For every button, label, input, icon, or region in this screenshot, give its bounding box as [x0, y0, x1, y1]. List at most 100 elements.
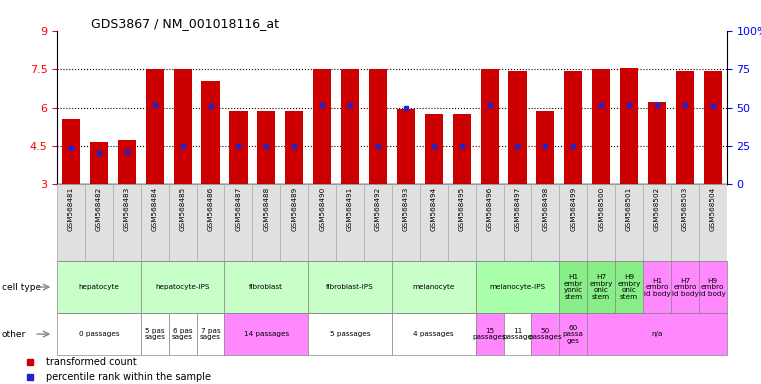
Bar: [392, 261, 476, 313]
Bar: [62, 119, 80, 184]
Bar: [85, 184, 113, 261]
Bar: [648, 103, 666, 184]
Text: H1
embro
id body: H1 embro id body: [644, 278, 670, 296]
Bar: [257, 111, 275, 184]
Bar: [202, 81, 220, 184]
Text: GSM568493: GSM568493: [403, 187, 409, 231]
Text: GSM568490: GSM568490: [319, 187, 325, 231]
Text: fibroblast-IPS: fibroblast-IPS: [326, 284, 374, 290]
Bar: [476, 313, 504, 355]
Bar: [169, 184, 196, 261]
Bar: [643, 261, 671, 313]
Bar: [169, 313, 196, 355]
Text: GSM568487: GSM568487: [235, 187, 241, 231]
Text: GSM568500: GSM568500: [598, 187, 604, 231]
Text: H7
embry
onic
stem: H7 embry onic stem: [590, 274, 613, 300]
Bar: [308, 184, 336, 261]
Bar: [699, 261, 727, 313]
Text: GSM568499: GSM568499: [570, 187, 576, 231]
Text: GSM568488: GSM568488: [263, 187, 269, 231]
Bar: [615, 184, 643, 261]
Text: 4 passages: 4 passages: [413, 331, 454, 337]
Bar: [313, 69, 331, 184]
Bar: [676, 71, 694, 184]
Bar: [229, 111, 247, 184]
Text: 7 pas
sages: 7 pas sages: [200, 328, 221, 340]
Bar: [364, 184, 392, 261]
Text: H9
embro
id body: H9 embro id body: [699, 278, 726, 296]
Text: 15
passages: 15 passages: [473, 328, 507, 340]
Bar: [504, 184, 531, 261]
Bar: [141, 184, 169, 261]
Bar: [559, 313, 587, 355]
Text: GSM568497: GSM568497: [514, 187, 521, 231]
Text: hepatocyte-iPS: hepatocyte-iPS: [155, 284, 210, 290]
Text: percentile rank within the sample: percentile rank within the sample: [46, 371, 211, 382]
Bar: [285, 111, 304, 184]
Text: 5 passages: 5 passages: [330, 331, 371, 337]
Bar: [704, 71, 722, 184]
Text: other: other: [2, 329, 26, 339]
Text: fibroblast: fibroblast: [250, 284, 283, 290]
Text: transformed count: transformed count: [46, 356, 136, 367]
Text: GSM568501: GSM568501: [626, 187, 632, 231]
Bar: [615, 261, 643, 313]
Bar: [587, 184, 615, 261]
Bar: [392, 184, 420, 261]
Text: GSM568484: GSM568484: [151, 187, 158, 231]
Text: GSM568482: GSM568482: [96, 187, 102, 231]
Bar: [564, 71, 582, 184]
Text: 6 pas
sages: 6 pas sages: [172, 328, 193, 340]
Bar: [537, 111, 555, 184]
Text: GSM568496: GSM568496: [486, 187, 492, 231]
Bar: [224, 261, 308, 313]
Bar: [90, 142, 108, 184]
Text: GSM568502: GSM568502: [654, 187, 660, 231]
Text: GSM568503: GSM568503: [682, 187, 688, 231]
Bar: [592, 69, 610, 184]
Bar: [508, 71, 527, 184]
Bar: [559, 184, 587, 261]
Bar: [57, 184, 85, 261]
Bar: [620, 68, 638, 184]
Text: 5 pas
sages: 5 pas sages: [145, 328, 165, 340]
Text: GSM568495: GSM568495: [459, 187, 465, 231]
Bar: [480, 69, 498, 184]
Bar: [308, 261, 392, 313]
Bar: [57, 261, 141, 313]
Text: H9
embry
onic
stem: H9 embry onic stem: [617, 274, 641, 300]
Text: cell type: cell type: [2, 283, 40, 291]
Text: GDS3867 / NM_001018116_at: GDS3867 / NM_001018116_at: [91, 17, 279, 30]
Text: hepatocyte: hepatocyte: [78, 284, 119, 290]
Text: GSM568491: GSM568491: [347, 187, 353, 231]
Bar: [671, 184, 699, 261]
Bar: [531, 313, 559, 355]
Bar: [196, 184, 224, 261]
Bar: [559, 261, 587, 313]
Bar: [224, 184, 253, 261]
Bar: [196, 313, 224, 355]
Text: 0 passages: 0 passages: [78, 331, 119, 337]
Bar: [308, 313, 392, 355]
Bar: [341, 69, 359, 184]
Bar: [141, 261, 224, 313]
Bar: [587, 313, 727, 355]
Text: GSM568485: GSM568485: [180, 187, 186, 231]
Text: GSM568489: GSM568489: [291, 187, 298, 231]
Bar: [118, 140, 136, 184]
Bar: [392, 313, 476, 355]
Text: n/a: n/a: [651, 331, 663, 337]
Bar: [280, 184, 308, 261]
Bar: [224, 313, 308, 355]
Bar: [425, 114, 443, 184]
Text: 50
passages: 50 passages: [528, 328, 562, 340]
Text: GSM568504: GSM568504: [710, 187, 716, 231]
Text: GSM568498: GSM568498: [543, 187, 549, 231]
Bar: [504, 313, 531, 355]
Bar: [369, 69, 387, 184]
Bar: [253, 184, 280, 261]
Bar: [453, 114, 471, 184]
Bar: [145, 69, 164, 184]
Text: GSM568494: GSM568494: [431, 187, 437, 231]
Bar: [57, 313, 141, 355]
